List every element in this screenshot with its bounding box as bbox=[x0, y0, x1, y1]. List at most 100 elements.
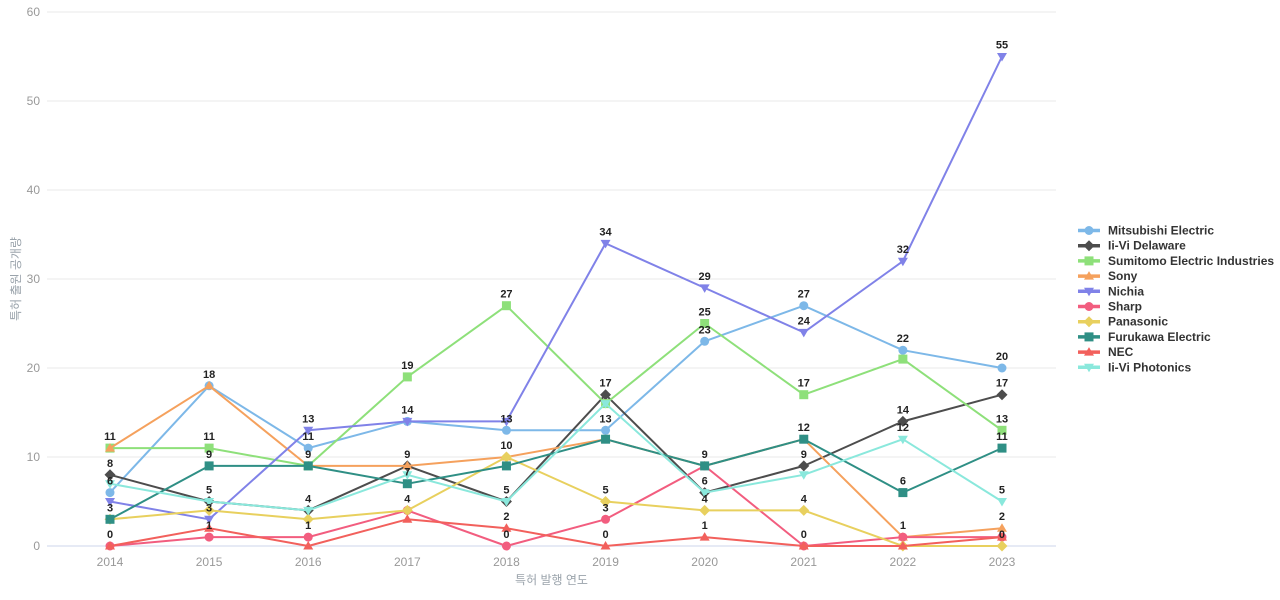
data-point-nichia-2022[interactable] bbox=[897, 257, 908, 267]
data-point-ii-vi-delaware-2022[interactable] bbox=[897, 415, 909, 427]
data-point-mitsubishi-electric-2023[interactable] bbox=[997, 363, 1007, 373]
data-point-label: 24 bbox=[798, 315, 811, 327]
data-point-furukawa-electric-2022[interactable] bbox=[898, 488, 908, 498]
data-point-nec-2023[interactable] bbox=[996, 532, 1007, 541]
series-layer bbox=[104, 53, 1008, 552]
data-point-ii-vi-photonics-2017[interactable] bbox=[402, 471, 413, 480]
data-point-nec-2014[interactable] bbox=[105, 541, 115, 550]
data-point-mitsubishi-electric-2016[interactable] bbox=[303, 443, 313, 453]
series-line-nichia bbox=[109, 56, 1003, 521]
data-point-sharp-2018[interactable] bbox=[501, 541, 511, 551]
data-point-panasonic-2017[interactable] bbox=[401, 504, 413, 516]
data-point-ii-vi-delaware-2019[interactable] bbox=[600, 389, 612, 401]
data-point-panasonic-2015[interactable] bbox=[203, 504, 215, 516]
data-point-sony-2015[interactable] bbox=[204, 380, 215, 390]
data-point-label: 5 bbox=[206, 485, 212, 497]
data-point-label: 4 bbox=[404, 493, 411, 505]
data-point-ii-vi-photonics-2014[interactable] bbox=[105, 480, 115, 489]
data-point-panasonic-2018[interactable] bbox=[500, 451, 512, 463]
data-point-panasonic-2019[interactable] bbox=[600, 496, 612, 507]
data-point-sumitomo-electric-industries-2015[interactable] bbox=[204, 443, 214, 453]
data-point-nec-2022[interactable] bbox=[897, 541, 908, 550]
legend-item-panasonic[interactable]: Panasonic bbox=[1078, 315, 1168, 329]
data-point-sumitomo-electric-industries-2020[interactable] bbox=[700, 319, 710, 328]
data-point-sony-2014[interactable] bbox=[105, 443, 115, 452]
legend-square-icon bbox=[1084, 256, 1094, 266]
legend-item-ii-vi-delaware[interactable]: Ii-Vi Delaware bbox=[1078, 239, 1186, 253]
legend-label-mitsubishi-electric: Mitsubishi Electric bbox=[1108, 224, 1214, 238]
data-point-sumitomo-electric-industries-2022[interactable] bbox=[898, 354, 908, 364]
data-point-sharp-2016[interactable] bbox=[303, 532, 313, 542]
data-point-panasonic-2021[interactable] bbox=[798, 504, 810, 516]
data-point-nichia-2018[interactable] bbox=[501, 417, 512, 427]
data-point-nec-2021[interactable] bbox=[798, 541, 809, 550]
data-point-nichia-2014[interactable] bbox=[105, 498, 115, 507]
data-point-sumitomo-electric-industries-2021[interactable] bbox=[799, 390, 809, 400]
x-axis-tick-label: 2020 bbox=[691, 555, 718, 569]
data-point-nichia-2019[interactable] bbox=[600, 239, 611, 249]
data-point-nichia-2017[interactable] bbox=[402, 417, 413, 427]
data-point-ii-vi-photonics-2020[interactable] bbox=[699, 489, 710, 498]
data-point-furukawa-electric-2018[interactable] bbox=[501, 461, 511, 471]
data-point-nec-2015[interactable] bbox=[204, 523, 215, 532]
data-point-mitsubishi-electric-2020[interactable] bbox=[700, 336, 710, 346]
data-point-label: 7 bbox=[404, 467, 410, 479]
data-point-furukawa-electric-2023[interactable] bbox=[997, 443, 1007, 453]
data-point-furukawa-electric-2019[interactable] bbox=[601, 434, 611, 444]
data-point-sony-2017[interactable] bbox=[402, 460, 413, 470]
data-point-ii-vi-photonics-2023[interactable] bbox=[996, 498, 1007, 507]
data-point-furukawa-electric-2016[interactable] bbox=[303, 461, 313, 471]
data-point-ii-vi-delaware-2014[interactable] bbox=[104, 469, 116, 481]
data-point-nec-2018[interactable] bbox=[501, 523, 512, 532]
data-point-mitsubishi-electric-2022[interactable] bbox=[898, 345, 908, 355]
data-point-mitsubishi-electric-2021[interactable] bbox=[799, 301, 809, 311]
data-point-nec-2017[interactable] bbox=[402, 514, 413, 523]
data-point-nec-2020[interactable] bbox=[699, 532, 710, 541]
data-point-furukawa-electric-2014[interactable] bbox=[105, 514, 115, 524]
data-point-sharp-2019[interactable] bbox=[601, 514, 611, 524]
data-point-mitsubishi-electric-2014[interactable] bbox=[105, 488, 115, 498]
data-point-ii-vi-photonics-2016[interactable] bbox=[303, 506, 314, 516]
data-point-nichia-2021[interactable] bbox=[798, 328, 809, 338]
legend-item-nichia[interactable]: Nichia bbox=[1078, 284, 1144, 298]
data-point-furukawa-electric-2017[interactable] bbox=[402, 479, 412, 489]
data-point-sharp-2015[interactable] bbox=[204, 532, 214, 542]
legend-item-nec[interactable]: NEC bbox=[1078, 345, 1134, 359]
data-point-ii-vi-delaware-2023[interactable] bbox=[996, 389, 1008, 401]
legend-item-sharp[interactable]: Sharp bbox=[1078, 300, 1142, 314]
data-point-mitsubishi-electric-2018[interactable] bbox=[501, 425, 511, 435]
legend-item-sony[interactable]: Sony bbox=[1078, 269, 1138, 283]
data-point-furukawa-electric-2021[interactable] bbox=[799, 434, 809, 444]
data-point-ii-vi-photonics-2015[interactable] bbox=[204, 498, 215, 507]
data-point-sharp-2022[interactable] bbox=[898, 532, 908, 542]
legend-label-panasonic: Panasonic bbox=[1108, 315, 1168, 329]
data-point-nichia-2023[interactable] bbox=[996, 53, 1007, 62]
data-point-nec-2019[interactable] bbox=[600, 541, 611, 550]
data-point-label: 5 bbox=[503, 485, 509, 497]
legend-item-furukawa-electric[interactable]: Furukawa Electric bbox=[1078, 330, 1211, 344]
data-point-panasonic-2023[interactable] bbox=[996, 540, 1008, 552]
data-point-sumitomo-electric-industries-2017[interactable] bbox=[402, 372, 412, 382]
data-point-nec-2016[interactable] bbox=[303, 541, 314, 550]
data-point-nichia-2016[interactable] bbox=[303, 426, 314, 436]
data-point-sumitomo-electric-industries-2018[interactable] bbox=[501, 301, 511, 311]
data-point-nichia-2015[interactable] bbox=[204, 515, 215, 525]
data-point-furukawa-electric-2015[interactable] bbox=[204, 461, 214, 471]
y-axis-tick-label: 50 bbox=[27, 94, 41, 108]
data-point-sony-2023[interactable] bbox=[996, 523, 1007, 532]
legend-item-mitsubishi-electric[interactable]: Mitsubishi Electric bbox=[1078, 224, 1214, 238]
data-point-ii-vi-photonics-2022[interactable] bbox=[897, 435, 908, 445]
data-point-furukawa-electric-2020[interactable] bbox=[700, 461, 710, 471]
data-point-panasonic-2016[interactable] bbox=[302, 513, 314, 525]
data-point-ii-vi-photonics-2019[interactable] bbox=[600, 400, 611, 409]
data-point-nichia-2020[interactable] bbox=[699, 284, 710, 293]
data-point-panasonic-2020[interactable] bbox=[699, 504, 711, 516]
data-point-ii-vi-photonics-2018[interactable] bbox=[501, 498, 512, 507]
data-point-ii-vi-delaware-2021[interactable] bbox=[798, 460, 810, 472]
legend-item-ii-vi-photonics[interactable]: Ii-Vi Photonics bbox=[1078, 360, 1191, 374]
data-point-mitsubishi-electric-2019[interactable] bbox=[601, 425, 611, 435]
data-point-ii-vi-photonics-2021[interactable] bbox=[798, 471, 809, 480]
legend-item-sumitomo-electric-industries[interactable]: Sumitomo Electric Industries bbox=[1078, 254, 1274, 268]
data-point-sumitomo-electric-industries-2023[interactable] bbox=[997, 425, 1007, 435]
x-axis-tick-label: 2018 bbox=[493, 555, 520, 569]
